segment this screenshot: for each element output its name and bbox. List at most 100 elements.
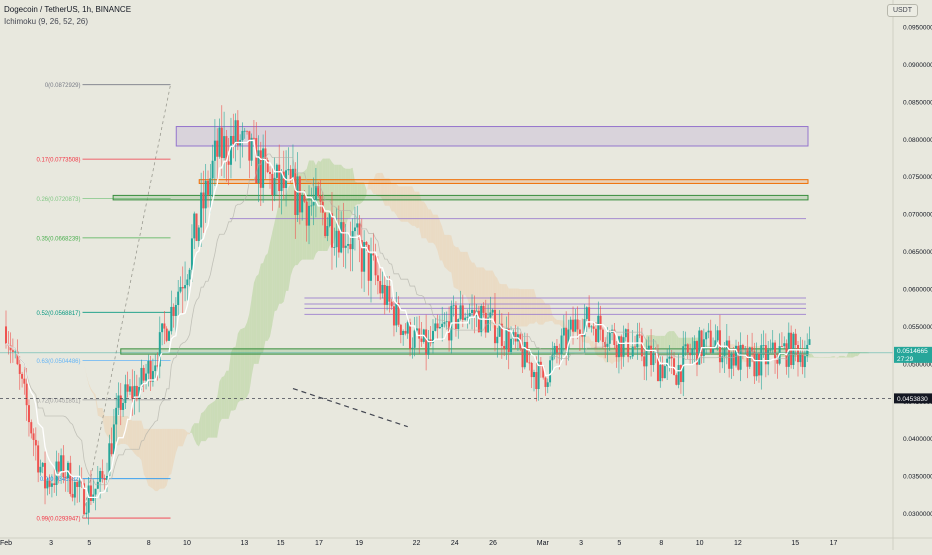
cloud-segment: [327, 158, 330, 251]
candle-body: [601, 329, 604, 342]
candle-body: [576, 319, 579, 330]
candle-body: [131, 386, 134, 399]
candle-body: [549, 360, 552, 383]
candle-body: [207, 180, 210, 195]
candle-body: [553, 345, 556, 355]
candle-body: [46, 480, 49, 489]
cloud-segment: [414, 191, 417, 229]
cloud-segment: [556, 319, 560, 325]
candle-body: [161, 323, 164, 333]
candle-body: [597, 315, 600, 342]
cloud-segment: [221, 376, 225, 419]
candle-body: [349, 244, 352, 250]
cloud-segment: [230, 347, 234, 411]
candle-body: [383, 284, 386, 305]
cloud-segment: [336, 164, 339, 231]
candle-body: [14, 351, 17, 353]
candle-body: [110, 443, 113, 455]
price-countdown: 27:29: [897, 356, 914, 363]
candle-body: [220, 127, 223, 159]
cloud-segment: [253, 276, 257, 364]
candle-body: [64, 477, 67, 479]
candle-body: [9, 345, 12, 351]
cloud-segment: [279, 201, 282, 304]
cloud-segment: [267, 242, 270, 341]
candle-body: [454, 305, 457, 330]
candle-body: [78, 480, 81, 487]
candle-body: [390, 301, 393, 307]
candle-body: [223, 136, 226, 159]
cloud-segment: [224, 370, 227, 419]
x-tick-label: 8: [147, 540, 151, 547]
candle-body: [507, 328, 510, 352]
candle-body: [565, 327, 568, 350]
cloud-segment: [86, 374, 89, 385]
candle-body: [585, 307, 588, 320]
candle-body: [48, 480, 51, 487]
cloud-segment: [129, 418, 133, 451]
candle-body: [666, 358, 669, 367]
cloud-segment: [432, 214, 436, 246]
cloud-segment: [540, 298, 544, 325]
candle-body: [406, 322, 409, 334]
cloud-segment: [522, 289, 525, 327]
candle-body: [691, 348, 694, 356]
indicator-label[interactable]: Ichimoku (9, 26, 52, 26): [4, 17, 89, 26]
cloud-segment: [435, 214, 438, 251]
candle-body: [216, 140, 219, 157]
cloud-segment: [354, 181, 358, 206]
candle-body: [174, 304, 177, 316]
y-tick-label: 0.0550000: [903, 324, 932, 331]
candle-body: [257, 150, 260, 184]
candle-body: [314, 186, 317, 203]
cloud-segment: [674, 331, 677, 349]
candle-body: [202, 192, 205, 209]
candle-body: [280, 171, 283, 192]
cloud-segment: [846, 352, 849, 358]
candle-body: [638, 334, 641, 336]
x-tick-label: 15: [277, 540, 285, 547]
candle-body: [324, 212, 327, 237]
candle-body: [677, 365, 680, 385]
candle-body: [533, 372, 535, 378]
candle-body: [310, 205, 313, 207]
cloud-segment: [208, 403, 211, 438]
cloud-segment: [357, 182, 360, 205]
candle-body: [266, 160, 269, 173]
cloud-segment: [820, 356, 824, 358]
candle-body: [551, 354, 554, 361]
x-tick-label: 10: [183, 540, 191, 547]
cloud-segment: [400, 186, 404, 222]
candle-body: [172, 306, 175, 316]
candle-body: [436, 323, 439, 329]
currency-button[interactable]: USDT: [886, 4, 918, 17]
candle-body: [686, 344, 689, 353]
cloud-segment: [276, 201, 280, 311]
cloud-segment: [667, 331, 670, 349]
cloud-segment: [249, 297, 252, 393]
candle-body: [27, 405, 30, 423]
fib-level-label: 0.26(0.0720873): [36, 197, 80, 203]
candle-body: [101, 471, 104, 479]
candle-body: [181, 287, 184, 289]
cloud-segment: [612, 347, 615, 365]
cloud-segment: [152, 428, 156, 492]
cloud-segment: [81, 361, 85, 364]
candle-body: [705, 332, 708, 340]
symbol-title[interactable]: Dogecoin / TetherUS, 1h, BINANCE: [4, 5, 132, 14]
candle-body: [103, 478, 106, 480]
cloud-segment: [65, 343, 68, 345]
cloud-segment: [251, 282, 254, 377]
cloud-segment: [173, 428, 176, 463]
cloud-segment: [543, 299, 546, 325]
price-zone-green: [120, 348, 809, 355]
candle-body: [106, 475, 109, 480]
cloud-segment: [602, 347, 606, 363]
x-tick-label: 22: [413, 540, 421, 547]
cloud-segment: [136, 420, 140, 458]
cloud-segment: [201, 411, 204, 442]
candle-body: [670, 356, 673, 359]
candle-body: [399, 324, 402, 335]
